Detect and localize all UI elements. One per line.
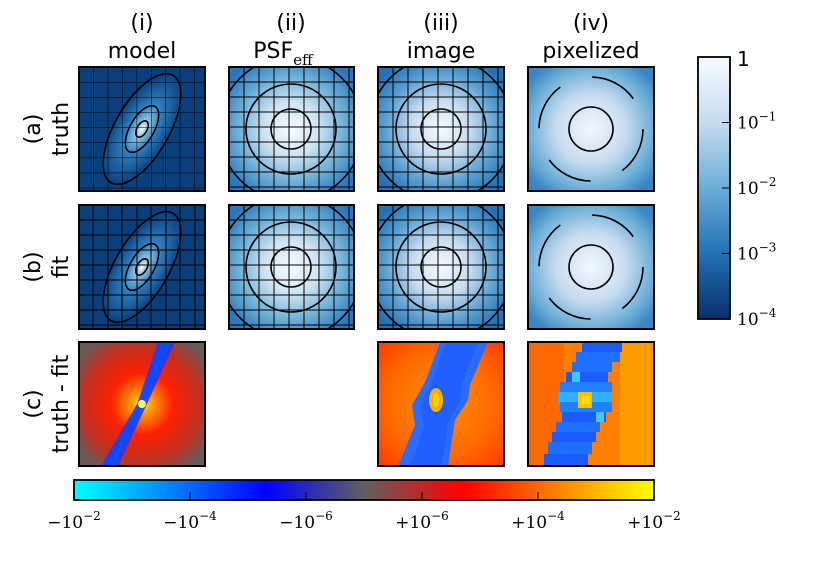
colorbar-diverging-scale [73,479,655,501]
colorbar-log-tick-label: 10−3 [737,241,776,265]
panel-b-model-frame [78,204,206,330]
panel-b-image-frame [377,204,505,330]
panel-a-pixelized [528,67,654,191]
panel-b-pixelized-frame [527,204,655,330]
panel-b-image [378,205,504,329]
colorbar-log-top-label: 1 [737,47,750,71]
panel-b-model [79,205,205,329]
panel-c-image-frame [377,341,505,467]
colorbar-log: 1 10−1 10−2 10−3 10−4 [697,47,777,330]
panel-c-model [79,342,205,466]
panel-a-image-frame [377,66,505,192]
column-headers: (i) model (ii) PSFeff (iii) image (iv) p… [108,11,640,69]
row-b-label: fit [49,255,74,278]
panel-a-model [79,67,205,191]
panel-a-psf [229,67,354,191]
colorbar-diverging: −10−2 −10−4 −10−6 +10−6 +10−4 +10−2 [47,479,681,533]
panel-b-psf-frame [228,204,355,330]
col-ii-label-sub: eff [293,51,314,69]
col-ii-label: PSFeff [253,39,314,69]
panel-a-psf-frame [228,66,355,192]
colorbar-diverging-tick-label: +10−4 [511,509,565,533]
colorbar-diverging-tick-label: −10−4 [163,509,217,533]
row-c-label: truth - fit [49,354,74,453]
colorbar-log-tick-label: 10−4 [737,306,777,330]
row-headers: (a) truth (b) fit (c) truth - fit [21,102,74,453]
panel-c-image [378,342,504,466]
col-iv-label: pixelized [542,39,639,64]
col-iii-num: (iii) [423,11,459,36]
panel-b-pixelized [528,205,654,329]
col-ii-num: (ii) [276,11,305,36]
colorbar-diverging-tick-label: +10−2 [627,509,681,533]
row-b-num: (b) [21,251,46,282]
col-iv-num: (iv) [573,11,609,36]
col-ii-label-main: PSF [253,39,293,64]
colorbar-diverging-tick-label: +10−6 [395,509,449,533]
row-a-num: (a) [21,114,46,145]
panel-c-pixelized-frame [527,341,655,467]
colorbar-diverging-tick-label: −10−6 [279,509,333,533]
colorbar-log-tick-label: 10−2 [737,175,776,199]
panel-a-pixelized-frame [527,66,655,192]
col-i-label: model [108,39,177,64]
panel-a-model-frame [78,66,206,192]
panel-c-model-frame [78,341,206,467]
panel-a-image [378,67,504,191]
panel-c-pixelized [528,342,654,466]
colorbar-log-tick-label: 10−1 [737,110,776,134]
panel-b-psf [229,205,354,329]
colorbar-diverging-tick-label: −10−2 [47,509,101,533]
col-iii-label: image [407,39,476,64]
row-c-num: (c) [21,389,46,418]
row-a-label: truth [49,102,74,156]
col-i-num: (i) [130,11,153,36]
